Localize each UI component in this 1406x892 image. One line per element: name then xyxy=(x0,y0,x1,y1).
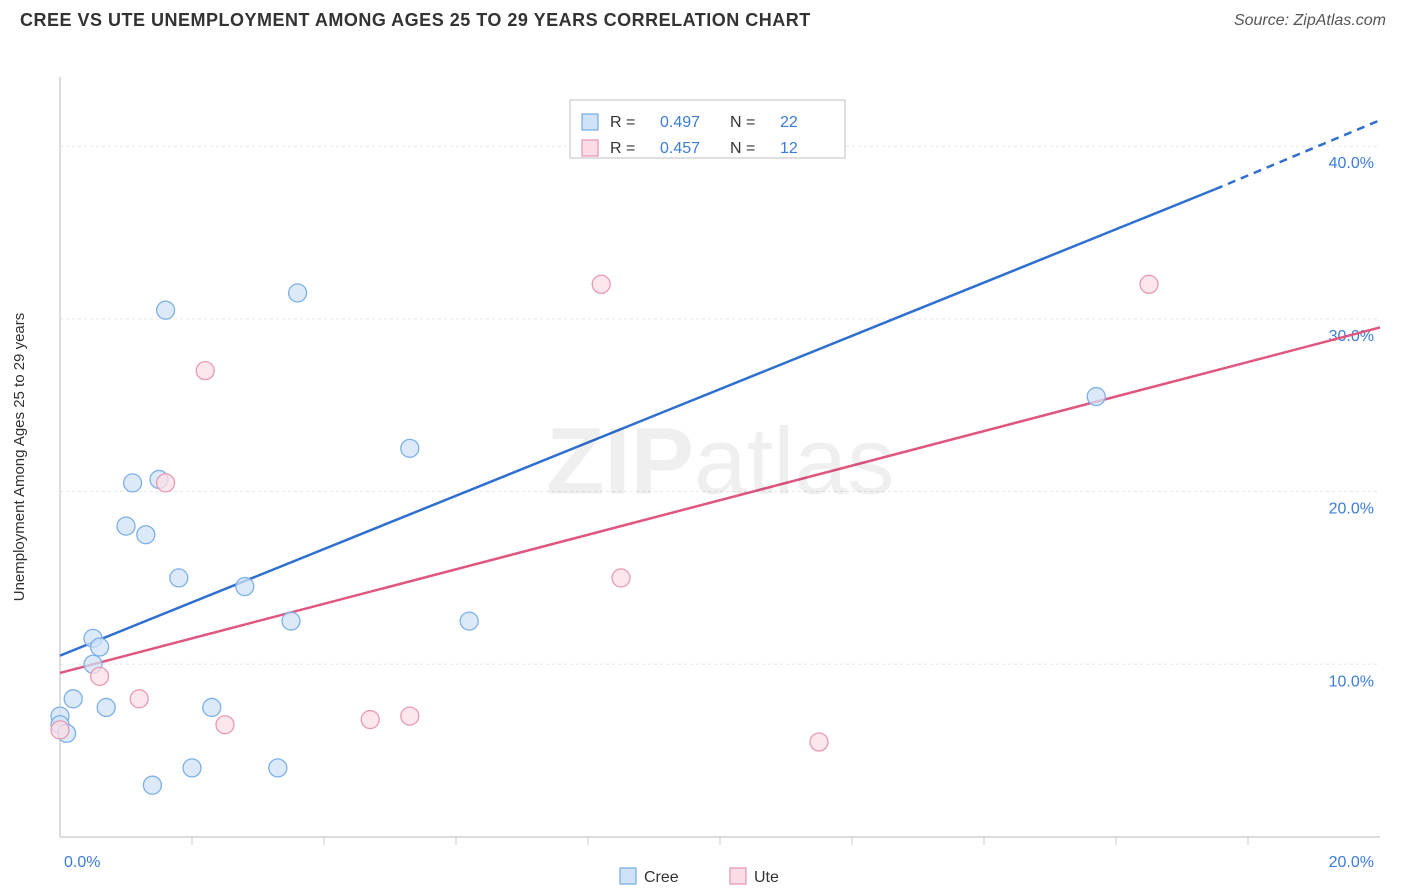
data-point xyxy=(143,776,161,794)
stats-n-value: 22 xyxy=(780,114,798,131)
data-point xyxy=(157,301,175,319)
data-point xyxy=(236,578,254,596)
legend-label: Ute xyxy=(754,869,779,886)
data-point xyxy=(269,759,287,777)
legend-label: Cree xyxy=(644,869,679,886)
data-point xyxy=(361,711,379,729)
stats-n-value: 12 xyxy=(780,140,798,157)
legend-swatch xyxy=(620,868,636,884)
data-point xyxy=(282,612,300,630)
data-point xyxy=(51,721,69,739)
data-point xyxy=(1140,275,1158,293)
stats-r-label: R = xyxy=(610,114,635,131)
legend-swatch xyxy=(730,868,746,884)
data-point xyxy=(460,612,478,630)
data-point xyxy=(216,716,234,734)
data-point xyxy=(130,690,148,708)
data-point xyxy=(91,667,109,685)
stats-n-label: N = xyxy=(730,140,755,157)
stats-r-value: 0.497 xyxy=(660,114,700,131)
legend-swatch xyxy=(582,140,598,156)
chart-header: CREE VS UTE UNEMPLOYMENT AMONG AGES 25 T… xyxy=(0,0,1406,37)
data-point xyxy=(592,275,610,293)
chart-source: Source: ZipAtlas.com xyxy=(1234,12,1386,30)
data-point xyxy=(203,698,221,716)
data-point xyxy=(1087,388,1105,406)
regression-line xyxy=(60,327,1380,672)
data-point xyxy=(64,690,82,708)
data-point xyxy=(401,439,419,457)
data-point xyxy=(137,526,155,544)
stats-r-value: 0.457 xyxy=(660,140,700,157)
data-point xyxy=(810,733,828,751)
scatter-chart-svg: 0.0%20.0%10.0%20.0%30.0%40.0%Unemploymen… xyxy=(0,37,1406,887)
y-axis-label: 40.0% xyxy=(1329,155,1374,172)
chart-area: 0.0%20.0%10.0%20.0%30.0%40.0%Unemploymen… xyxy=(0,37,1406,887)
data-point xyxy=(97,698,115,716)
data-point xyxy=(91,638,109,656)
data-point xyxy=(183,759,201,777)
data-point xyxy=(124,474,142,492)
y-axis-title: Unemployment Among Ages 25 to 29 years xyxy=(11,313,28,602)
x-axis-label: 0.0% xyxy=(64,854,100,871)
y-axis-label: 10.0% xyxy=(1329,673,1374,690)
stats-n-label: N = xyxy=(730,114,755,131)
stats-r-label: R = xyxy=(610,140,635,157)
data-point xyxy=(170,569,188,587)
x-axis-label: 20.0% xyxy=(1329,854,1374,871)
chart-title: CREE VS UTE UNEMPLOYMENT AMONG AGES 25 T… xyxy=(20,10,811,31)
legend-swatch xyxy=(582,114,598,130)
regression-line xyxy=(60,189,1215,655)
data-point xyxy=(157,474,175,492)
data-point xyxy=(401,707,419,725)
data-point xyxy=(117,517,135,535)
y-axis-label: 20.0% xyxy=(1329,501,1374,518)
data-point xyxy=(289,284,307,302)
data-point xyxy=(196,362,214,380)
data-point xyxy=(612,569,630,587)
